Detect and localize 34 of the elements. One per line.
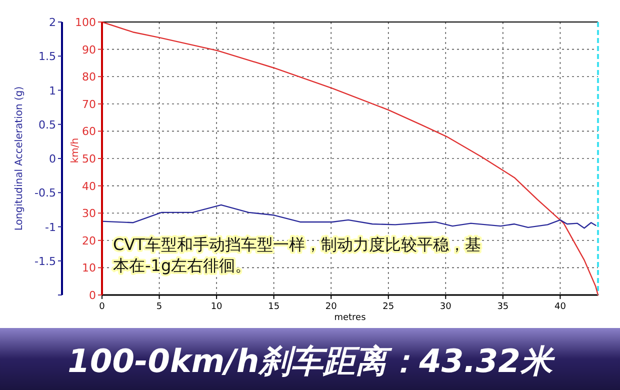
x-tick-label: 0 xyxy=(99,302,106,312)
y-axis-title: km/h xyxy=(70,138,81,164)
x-tick-label: 30 xyxy=(440,302,452,312)
y-tick-label: 50 xyxy=(82,152,96,166)
x-tick-label: 10 xyxy=(210,302,223,312)
y-tick-label: 100 xyxy=(75,16,96,29)
text: 100-0km/h刹车距离：43.32米 xyxy=(68,342,556,380)
y-tick-label: 70 xyxy=(82,98,96,111)
x-tick-label: 40 xyxy=(554,302,566,312)
y2-tick-label: 2 xyxy=(49,16,56,29)
y2-tick-label: 0 xyxy=(49,152,56,166)
y2-tick-label: 1 xyxy=(49,84,56,98)
y2-tick-label: -1.5 xyxy=(34,254,56,268)
x-tick-label: 15 xyxy=(268,302,280,312)
line-series xyxy=(101,204,596,229)
y-tick-label: 30 xyxy=(82,207,96,220)
y-tick-label: 20 xyxy=(82,234,96,248)
x-tick-label: 20 xyxy=(325,302,338,312)
y-tick-label: 40 xyxy=(82,180,96,193)
x-axis-title: metres xyxy=(334,313,366,323)
y2-axis-title: Longitudinal Acceleration (g) xyxy=(14,86,25,231)
y2-tick-label: 1.5 xyxy=(38,50,56,64)
annotation: CVT车型和手动挡车型一样，制动力度比较平稳，基本在-1g左右徘徊。 xyxy=(113,235,481,275)
x-tick-label: 35 xyxy=(497,302,509,312)
y-tick-label: 80 xyxy=(82,70,96,84)
x-tick-label: 5 xyxy=(156,302,162,312)
x-tick-label: 25 xyxy=(382,302,394,312)
y-tick-label: 90 xyxy=(82,43,96,56)
y-tick-label: 0 xyxy=(89,289,96,302)
y-tick-label: 60 xyxy=(82,125,96,138)
y2-tick-label: 0.5 xyxy=(38,118,56,132)
y2-tick-label: -0.5 xyxy=(34,186,56,200)
y-tick-label: 10 xyxy=(82,262,96,275)
y2-tick-label: -1 xyxy=(45,220,56,234)
